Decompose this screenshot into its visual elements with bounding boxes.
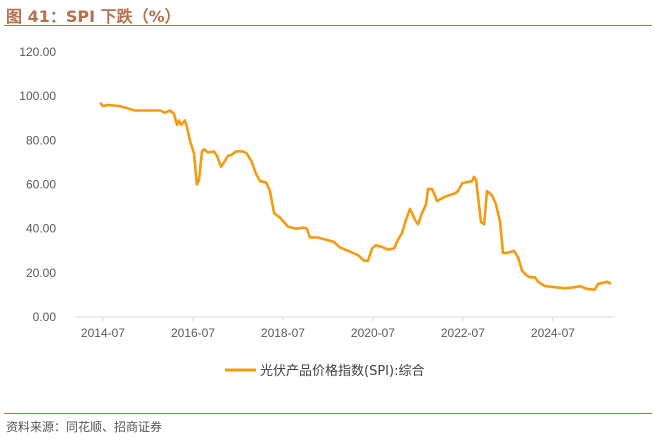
title-divider xyxy=(4,25,652,26)
source-divider xyxy=(4,413,652,414)
y-tick-label: 80.00 xyxy=(26,133,56,147)
figure-title: 图 41：SPI 下跌（%） xyxy=(6,7,181,26)
x-tick-label: 2024-07 xyxy=(531,326,575,340)
y-tick-label: 20.00 xyxy=(26,266,56,280)
source-note: 资料来源：同花顺、招商证券 xyxy=(6,420,163,434)
legend-label: 光伏产品价格指数(SPI):综合 xyxy=(260,363,424,379)
x-tick-label: 2016-07 xyxy=(171,326,215,340)
y-tick-label: 0.00 xyxy=(33,310,57,324)
y-tick-label: 40.00 xyxy=(26,222,56,236)
plot-area xyxy=(99,101,612,291)
y-tick-label: 120.00 xyxy=(19,45,56,59)
series-line xyxy=(99,101,612,291)
y-tick-label: 100.00 xyxy=(19,89,56,103)
x-axis: 2014-07 2016-07 2018-07 2020-07 2022-07 2024-… xyxy=(75,316,615,340)
x-tick-label: 2018-07 xyxy=(261,326,305,340)
legend: 光伏产品价格指数(SPI):综合 xyxy=(225,363,424,379)
x-tick-label: 2014-07 xyxy=(81,326,125,340)
y-tick-label: 60.00 xyxy=(26,178,56,192)
x-tick-label: 2020-07 xyxy=(351,326,395,340)
y-axis: 0.00 20.00 40.00 60.00 80.00 100.00 120.00 xyxy=(19,45,56,324)
x-tick-label: 2022-07 xyxy=(441,326,485,340)
